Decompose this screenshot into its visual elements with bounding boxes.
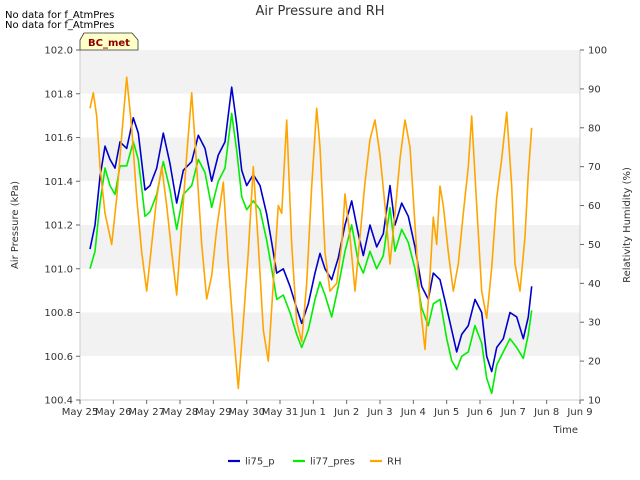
series-line-RH: [89, 76, 533, 390]
y-tick-label-right: 10: [588, 396, 601, 407]
x-tick-label: Jun 6: [466, 407, 492, 418]
x-tick-label: May 29: [195, 407, 232, 418]
grid-band: [80, 225, 580, 269]
background-bands: [80, 50, 580, 400]
y-tick-label-left: 100.6: [44, 352, 73, 363]
y-tick-label-left: 101.4: [44, 177, 73, 188]
legend-label-li77_pres: li77_pres: [310, 457, 355, 468]
x-tick-label: Jun 2: [333, 407, 359, 418]
x-tick-label: May 30: [228, 407, 265, 418]
no-data-note-1: No data for f_AtmPres: [5, 10, 114, 21]
series-line-li75_p: [89, 86, 533, 373]
badge-shape: [79, 32, 139, 51]
grid-band: [80, 93, 580, 138]
y-tick-label-right: 100: [588, 46, 607, 57]
y-tick-label-left: 102.0: [44, 46, 73, 57]
grid-band: [80, 356, 580, 400]
axis-ticks: 100.4 100.6 100.8 101.0 101.2 101.4 101.6 101.8…: [44, 46, 607, 419]
y-tick-label-right: 40: [588, 279, 601, 290]
badge: BC_met: [79, 32, 139, 51]
y-tick-label-left: 101.8: [44, 89, 73, 100]
x-axis-label: Time: [553, 425, 578, 436]
x-tick-label: Jun 5: [433, 407, 459, 418]
x-tick-label: Jun 3: [366, 407, 392, 418]
no-data-note-2: No data for f_AtmPres: [5, 20, 114, 31]
chart-title: Air Pressure and RH: [255, 4, 384, 19]
y-tick-label-left: 101.0: [44, 264, 73, 275]
y-tick-label-right: 70: [588, 162, 601, 173]
y-tick-label-right: 90: [588, 84, 601, 95]
y-tick-label-right: 30: [588, 318, 601, 329]
y-tick-label-right: 20: [588, 357, 601, 368]
grid-band: [80, 50, 580, 94]
x-tick-label: May 26: [95, 407, 132, 418]
legend-label-RH: RH: [387, 457, 401, 468]
legend: li75_p li77_pres RH: [228, 457, 401, 468]
y-axis-label-right: Relativity Humidity (%): [622, 167, 633, 283]
y-axis-label-left: Air Pressure (kPa): [10, 181, 21, 269]
y-tick-label-right: 50: [588, 240, 601, 251]
x-tick-label: May 25: [62, 407, 99, 418]
x-tick-label: May 31: [262, 407, 299, 418]
x-tick-label: Jun 7: [500, 407, 526, 418]
y-tick-label-left: 100.4: [44, 396, 73, 407]
x-tick-label: May 27: [128, 407, 165, 418]
y-tick-label-left: 101.6: [44, 133, 73, 144]
y-tick-label-right: 80: [588, 123, 601, 134]
y-tick-label-right: 60: [588, 201, 601, 212]
x-tick-label: Jun 9: [566, 407, 592, 418]
y-tick-label-left: 100.8: [44, 308, 73, 319]
legend-label-li75_p: li75_p: [245, 457, 275, 468]
x-tick-label: May 28: [162, 407, 199, 418]
x-tick-label: Jun 8: [533, 407, 559, 418]
x-tick-label: Jun 1: [300, 407, 326, 418]
badge-label: BC_met: [88, 38, 130, 49]
x-tick-label: Jun 4: [400, 407, 426, 418]
series-lines: [89, 76, 533, 395]
y-tick-label-left: 101.2: [44, 221, 73, 232]
